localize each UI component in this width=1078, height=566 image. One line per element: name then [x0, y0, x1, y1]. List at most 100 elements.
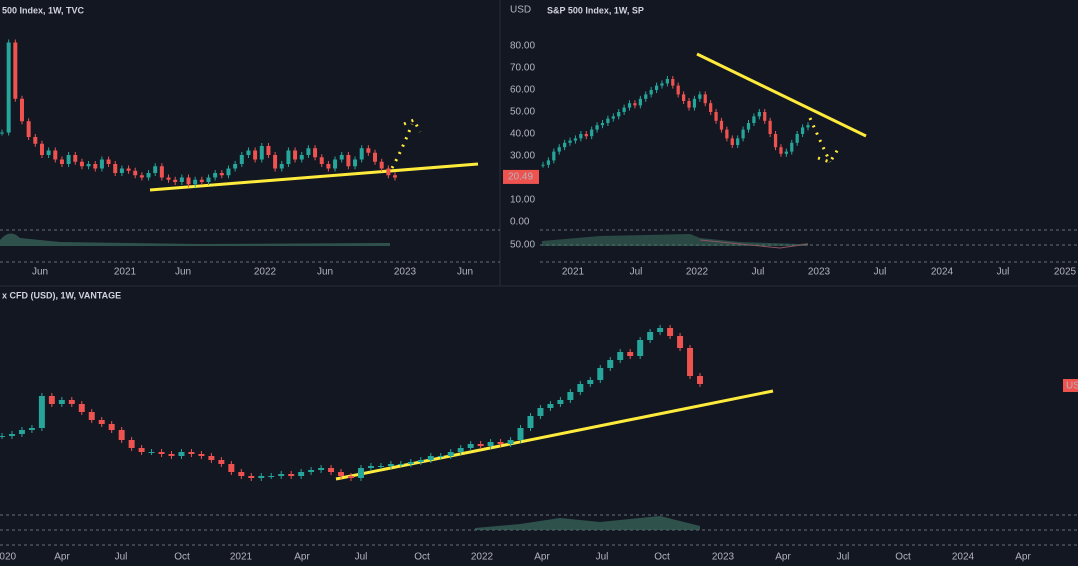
- candle: [338, 472, 345, 476]
- candle: [637, 340, 644, 356]
- candle: [687, 348, 694, 376]
- candle: [654, 85, 659, 90]
- candle: [78, 404, 85, 412]
- candle: [339, 155, 344, 160]
- currency-label: USD: [510, 5, 531, 16]
- candle: [0, 436, 5, 437]
- x-axis-label: Apr: [534, 552, 550, 563]
- candle: [730, 138, 734, 145]
- candle: [33, 137, 38, 144]
- candle: [138, 448, 145, 452]
- candle: [627, 352, 634, 356]
- candle: [703, 94, 707, 104]
- panel-title: 500 Index, 1W, TVC: [2, 5, 85, 15]
- x-axis-label: 2024: [931, 267, 954, 278]
- x-axis-label: Apr: [775, 552, 791, 563]
- x-axis-label: 2021: [114, 267, 137, 278]
- candle: [746, 123, 751, 130]
- candle: [367, 466, 374, 468]
- candle: [18, 430, 25, 434]
- x-axis-label: Apr: [1015, 552, 1031, 563]
- candle: [741, 129, 745, 139]
- x-axis-label: Oct: [414, 552, 430, 563]
- trendline: [149, 162, 479, 192]
- candle: [313, 148, 318, 158]
- candle: [119, 168, 124, 173]
- x-axis-label: 2024: [952, 552, 975, 563]
- candle: [199, 179, 204, 182]
- candle: [736, 138, 740, 145]
- candle: [457, 448, 464, 452]
- candle: [687, 101, 691, 108]
- candle: [697, 376, 703, 384]
- candle: [308, 470, 315, 472]
- candle: [627, 103, 632, 108]
- candle: [541, 164, 545, 166]
- x-axis-label: Apr: [54, 552, 70, 563]
- candle: [8, 434, 15, 436]
- candle: [46, 150, 51, 155]
- candle: [208, 456, 215, 460]
- candle: [709, 103, 713, 112]
- x-axis-label: 2022: [254, 267, 277, 278]
- x-axis-label: Jun: [32, 267, 48, 278]
- candle: [128, 440, 135, 448]
- candle: [527, 416, 534, 428]
- candle: [299, 155, 304, 160]
- candle: [393, 175, 397, 178]
- candle: [507, 440, 514, 444]
- candle: [26, 121, 31, 137]
- price-badge: [1063, 379, 1078, 392]
- y-tick-label: 80.00: [510, 41, 535, 52]
- candle: [159, 166, 164, 178]
- candle: [665, 79, 670, 84]
- candle: [286, 150, 291, 164]
- candle: [226, 168, 231, 176]
- candle: [447, 452, 454, 456]
- y-tick-label: 10.00: [510, 195, 535, 206]
- x-axis-label: 2022: [471, 552, 494, 563]
- candle: [166, 177, 171, 180]
- candle: [806, 125, 810, 128]
- candle: [318, 468, 325, 470]
- candle: [48, 396, 55, 404]
- candle: [497, 442, 504, 444]
- candle: [517, 428, 524, 440]
- candle: [622, 107, 626, 112]
- candle: [359, 148, 364, 160]
- candle: [784, 151, 788, 154]
- candle: [584, 134, 588, 137]
- price-badge-label: US: [1066, 381, 1078, 392]
- candle: [246, 150, 251, 155]
- candle: [239, 155, 244, 164]
- indicator-area: [475, 516, 700, 530]
- candle: [106, 159, 111, 164]
- x-axis-label: Jul: [752, 267, 765, 278]
- candle: [657, 328, 664, 332]
- candle: [698, 94, 702, 99]
- x-axis-label: 2020: [0, 552, 17, 563]
- candle: [779, 147, 783, 154]
- candle: [757, 112, 761, 117]
- candle: [563, 142, 567, 148]
- candle: [86, 164, 91, 167]
- candle: [259, 146, 264, 160]
- candle: [373, 152, 378, 162]
- candle: [568, 140, 572, 143]
- candle: [477, 444, 484, 446]
- candle: [644, 94, 648, 99]
- candle: [768, 120, 772, 134]
- x-axis-label: Jul: [115, 552, 128, 563]
- candle: [179, 177, 184, 182]
- candle: [800, 127, 805, 134]
- candle: [328, 468, 335, 472]
- candle: [118, 430, 125, 440]
- projection: [817, 145, 842, 164]
- panel-title: S&P 500 Index, 1W, SP: [547, 5, 644, 15]
- candle: [126, 168, 131, 171]
- candle: [595, 125, 599, 130]
- candle: [348, 476, 354, 478]
- indicator-label: 50.00: [510, 240, 535, 251]
